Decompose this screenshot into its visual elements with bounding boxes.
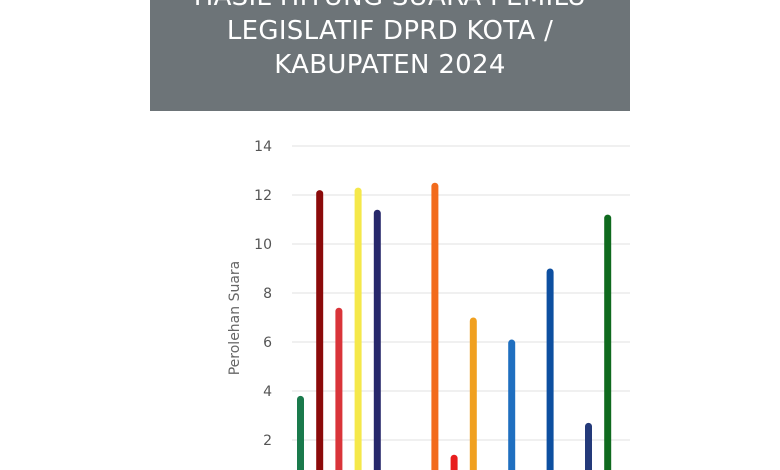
header-banner: HASIL HITUNG SUARA PEMILU LEGISLATIF DPR… [150, 0, 630, 111]
bar-3 [335, 307, 343, 470]
y-tick-label: 8 [263, 286, 272, 302]
chart-title: HASIL HITUNG SUARA PEMILU LEGISLATIF DPR… [194, 0, 586, 80]
y-tick-label: 6 [263, 335, 272, 351]
y-tick-label: 14 [254, 139, 272, 155]
bar-1 [297, 395, 304, 470]
y-axis-title: Perolehan Suara [227, 261, 243, 376]
bars [297, 182, 612, 470]
bar-9 [450, 454, 458, 470]
y-axis-ticks: 2 4 6 8 10 12 14 [254, 139, 272, 449]
bar-17 [604, 214, 612, 470]
bar-4 [354, 187, 362, 470]
bar-16 [585, 422, 592, 470]
bar-2 [316, 190, 324, 470]
y-tick-label: 4 [263, 384, 272, 400]
bar-8 [431, 182, 439, 470]
bar-12 [508, 339, 516, 470]
bar-14 [546, 268, 554, 470]
y-tick-label: 10 [254, 237, 272, 253]
y-tick-label: 12 [254, 188, 272, 204]
y-tick-label: 2 [263, 433, 272, 449]
bar-5 [373, 209, 381, 470]
bar-10 [469, 317, 477, 470]
gridlines [292, 145, 630, 441]
